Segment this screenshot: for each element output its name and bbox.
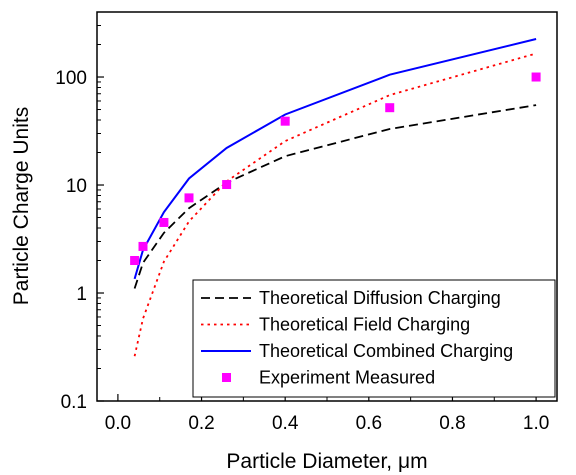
experiment-marker xyxy=(159,217,169,227)
legend-label: Theoretical Combined Charging xyxy=(259,341,513,361)
legend: Theoretical Diffusion Charging Theoretica… xyxy=(192,279,556,398)
experiment-marker xyxy=(130,255,140,265)
legend-label: Theoretical Field Charging xyxy=(259,315,470,335)
y-tick-label: 0.1 xyxy=(61,392,87,413)
experiment-marker xyxy=(138,241,148,251)
x-tick-label: 0.8 xyxy=(439,413,465,434)
y-tick-label: 100 xyxy=(55,68,87,89)
series-line-1 xyxy=(133,104,537,289)
x-tick-label: 0.6 xyxy=(356,413,382,434)
experiment-marker xyxy=(184,193,194,203)
y-axis-label: Particle Charge Units xyxy=(10,107,33,305)
x-axis-label: Particle Diameter, μm xyxy=(226,450,427,473)
experiment-marker xyxy=(280,116,290,126)
legend-box xyxy=(192,279,556,398)
y-tick-label: 10 xyxy=(66,176,87,197)
x-tick-label: 0.2 xyxy=(188,413,214,434)
y-tick-label: 1 xyxy=(76,284,87,305)
experiment-marker xyxy=(531,72,541,82)
x-tick-label: 1.0 xyxy=(523,413,549,434)
legend-label: Theoretical Diffusion Charging xyxy=(259,288,501,308)
experiment-marker xyxy=(222,180,232,190)
legend-label: Experiment Measured xyxy=(259,368,435,388)
experiment-marker xyxy=(385,103,395,113)
series-line-3 xyxy=(133,38,537,280)
x-tick-label: 0.0 xyxy=(105,413,131,434)
legend-marker xyxy=(222,373,231,382)
x-tick-label: 0.4 xyxy=(272,413,299,434)
